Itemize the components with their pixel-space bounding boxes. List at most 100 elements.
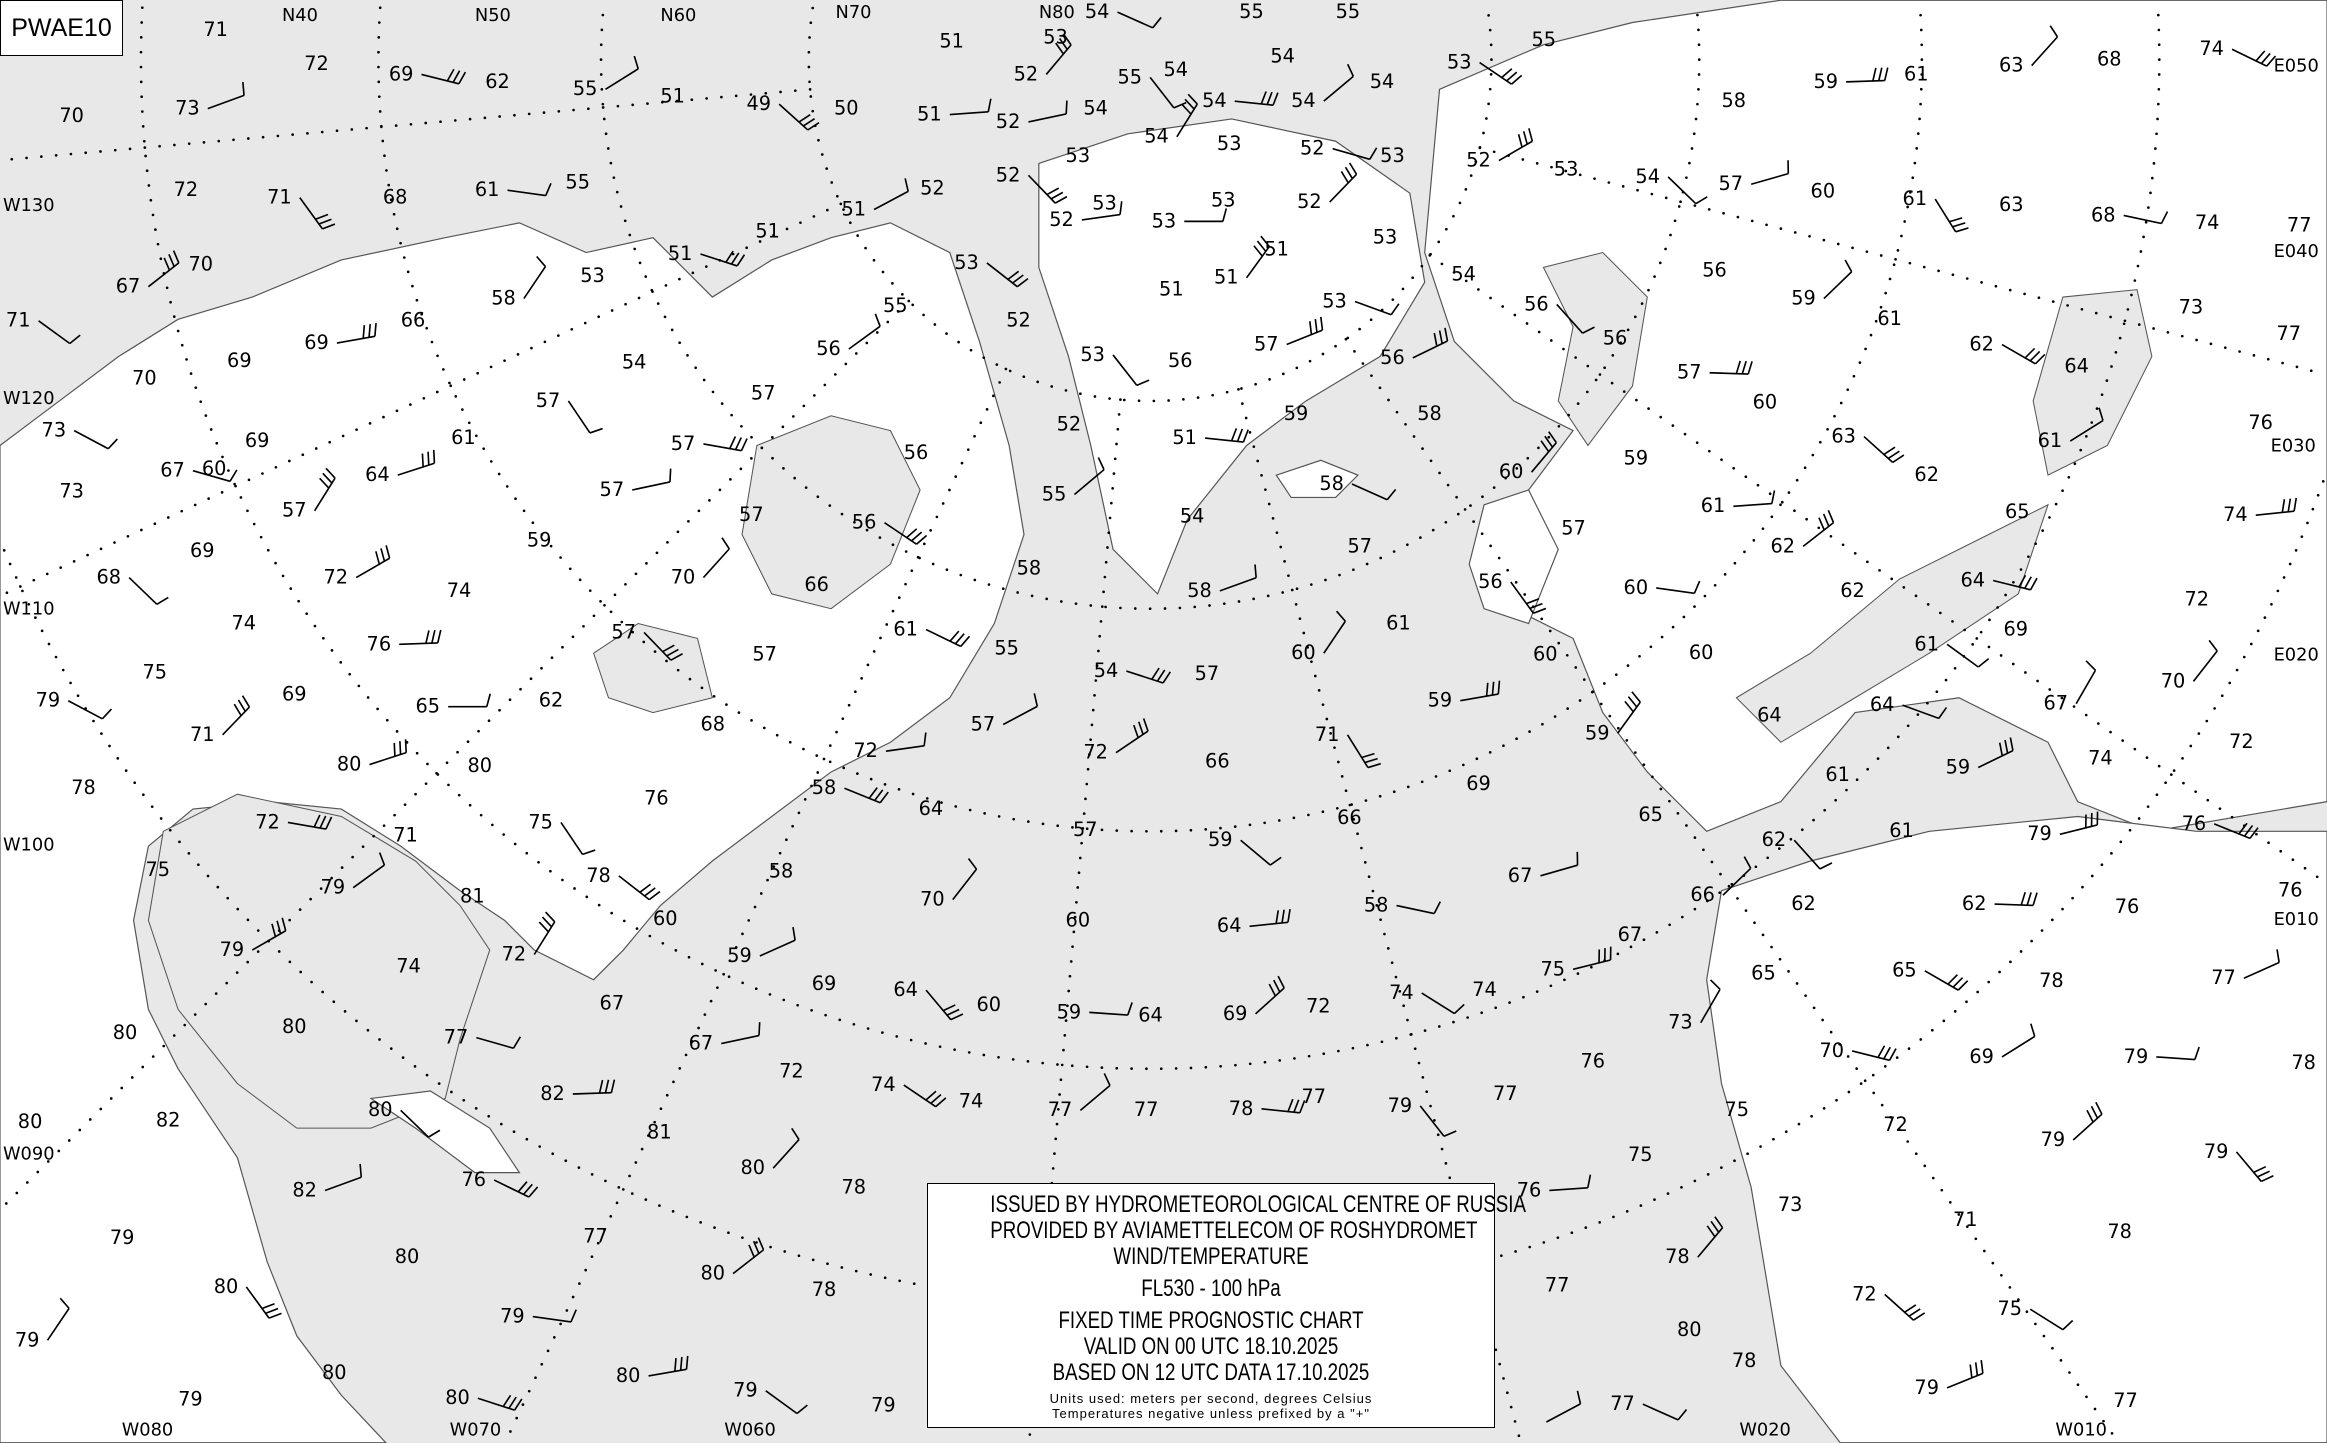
grid-label: W080 bbox=[122, 1419, 174, 1440]
temperature-label: 61 bbox=[1386, 611, 1411, 634]
temperature-label: 74 bbox=[959, 1089, 984, 1112]
meridian-line bbox=[509, 367, 1008, 1433]
temperature-label: 53 bbox=[1217, 132, 1242, 155]
temperature-label: 57 bbox=[1677, 361, 1702, 384]
temperature-label: 74 bbox=[447, 579, 472, 602]
temperature-label: 80 bbox=[322, 1361, 347, 1384]
temperature-label: 74 bbox=[2199, 37, 2224, 60]
temperature-label: 79 bbox=[733, 1379, 758, 1402]
product-line: WIND/TEMPERATURE bbox=[1113, 1243, 1309, 1270]
temperature-label: 54 bbox=[1144, 125, 1169, 148]
temperature-label: 77 bbox=[2211, 966, 2236, 989]
grid-label: N60 bbox=[660, 5, 696, 26]
temperature-label: 76 bbox=[2115, 895, 2140, 918]
temperature-label: 65 bbox=[1892, 959, 1917, 982]
temperature-label: 51 bbox=[668, 242, 693, 265]
temperature-label: 72 bbox=[1852, 1282, 1877, 1305]
wind-barb bbox=[952, 858, 978, 901]
temperature-label: 70 bbox=[671, 565, 696, 588]
wind-barb bbox=[1079, 1073, 1111, 1111]
wind-barb bbox=[1112, 354, 1150, 387]
wind-barb bbox=[73, 429, 118, 450]
temperature-label: 54 bbox=[1451, 263, 1476, 286]
temperature-label: 60 bbox=[1291, 641, 1316, 664]
wind-barb bbox=[2029, 1308, 2074, 1331]
temperature-label: 79 bbox=[321, 876, 346, 899]
temperature-label: 52 bbox=[1006, 309, 1031, 332]
wind-barb bbox=[523, 255, 547, 300]
temperature-label: 53 bbox=[1043, 25, 1068, 48]
wind-barb bbox=[925, 989, 964, 1021]
temperature-label: 61 bbox=[1904, 62, 1929, 85]
temperature-label: 57 bbox=[739, 503, 764, 526]
wind-barb bbox=[1479, 61, 1523, 85]
grid-label: E020 bbox=[2274, 645, 2319, 666]
chart-type-line: FIXED TIME PROGNOSTIC CHART bbox=[1058, 1307, 1364, 1334]
grid-label: N80 bbox=[1039, 2, 1075, 23]
wind-barb bbox=[572, 1079, 616, 1095]
temperature-label: 67 bbox=[600, 991, 625, 1014]
temperature-label: 69 bbox=[2003, 617, 2028, 640]
wind-barb bbox=[299, 197, 336, 230]
valid-line: VALID ON 00 UTC 18.10.2025 bbox=[1083, 1333, 1339, 1360]
temperature-label: 79 bbox=[220, 938, 245, 961]
wind-barb bbox=[507, 182, 552, 197]
temperature-label: 54 bbox=[1180, 505, 1205, 528]
grid-label: N70 bbox=[836, 2, 872, 23]
temperature-label: 80 bbox=[337, 752, 362, 775]
temperature-label: 64 bbox=[893, 978, 918, 1001]
temperature-label: 57 bbox=[1195, 662, 1220, 685]
wind-barb bbox=[400, 1109, 441, 1138]
wind-barb bbox=[1204, 428, 1249, 443]
wind-barb bbox=[986, 262, 1029, 288]
wind-barb bbox=[1329, 162, 1358, 203]
temperature-label: 74 bbox=[2223, 503, 2248, 526]
wind-barb bbox=[1351, 483, 1397, 501]
temperature-label: 64 bbox=[919, 797, 944, 820]
wind-barb bbox=[1823, 259, 1853, 300]
temperature-label: 62 bbox=[485, 70, 510, 93]
temperature-label: 60 bbox=[1499, 460, 1524, 483]
baltic-sea bbox=[1542, 251, 1648, 447]
temperature-label: 54 bbox=[1083, 97, 1108, 120]
temperature-label: 57 bbox=[751, 381, 776, 404]
chart-id-box: PWAE10 bbox=[0, 0, 123, 56]
temperature-label: 59 bbox=[1585, 721, 1610, 744]
wind-barb bbox=[1709, 360, 1753, 375]
wind-barb bbox=[2031, 25, 2059, 67]
wind-barb bbox=[46, 1297, 70, 1341]
temperature-label: 69 bbox=[304, 331, 329, 354]
temperature-label: 61 bbox=[2038, 429, 2063, 452]
wind-barb bbox=[1346, 734, 1381, 769]
temperature-label: 53 bbox=[1066, 144, 1091, 167]
temperature-label: 57 bbox=[1561, 517, 1586, 540]
wind-barb bbox=[605, 55, 639, 90]
temperature-label: 71 bbox=[267, 186, 292, 209]
provider-line: PROVIDED BY AVIAMETTELECOM OF ROSHYDROME… bbox=[990, 1217, 1478, 1244]
temperature-label: 53 bbox=[1373, 226, 1398, 249]
temperature-label: 80 bbox=[18, 1110, 43, 1133]
wind-barb bbox=[251, 917, 287, 951]
temperature-label: 65 bbox=[416, 695, 441, 718]
temperature-label: 72 bbox=[853, 739, 878, 762]
temperature-label: 62 bbox=[1791, 892, 1816, 915]
wind-barb bbox=[147, 250, 180, 288]
wind-barb bbox=[2243, 949, 2280, 979]
temperature-label: 69 bbox=[227, 349, 252, 372]
temperature-label: 49 bbox=[746, 92, 771, 115]
wind-barb bbox=[533, 911, 556, 955]
temperature-label: 62 bbox=[1762, 828, 1787, 851]
wind-barb bbox=[1992, 574, 2038, 591]
wind-barb bbox=[2123, 211, 2169, 225]
note-line: Temperatures negative unless prefixed by… bbox=[1052, 1406, 1370, 1421]
temperature-label: 62 bbox=[1770, 534, 1795, 557]
wind-barb bbox=[477, 1394, 523, 1411]
wind-barb bbox=[1700, 979, 1721, 1024]
temperature-label: 60 bbox=[653, 907, 678, 930]
britain bbox=[1468, 489, 1559, 625]
temperature-label: 53 bbox=[1554, 157, 1579, 180]
temperature-label: 50 bbox=[834, 97, 859, 120]
temperature-label: 82 bbox=[292, 1178, 317, 1201]
temperature-label: 74 bbox=[1389, 981, 1414, 1004]
